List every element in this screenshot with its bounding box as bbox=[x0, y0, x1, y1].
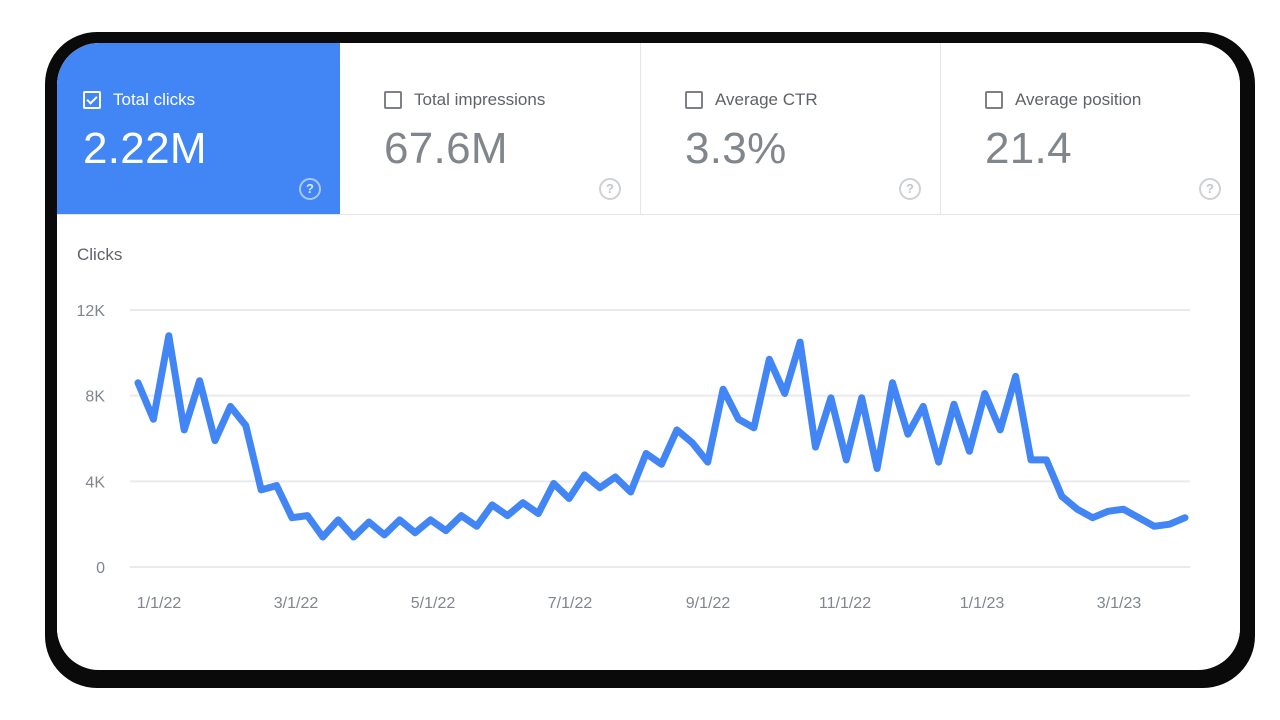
chart-title: Clicks bbox=[77, 245, 123, 264]
x-axis-tick-label: 11/1/22 bbox=[819, 595, 871, 612]
y-axis-tick-label: 4K bbox=[85, 474, 105, 491]
clicks-line-chart: 12K 8K 4K 0 1/1/22 3/1/22 5/1/22 7/1/22 9/1/22 11… bbox=[77, 303, 1190, 612]
x-axis-tick-label: 7/1/22 bbox=[548, 595, 593, 612]
help-icon[interactable]: ? bbox=[1199, 178, 1221, 200]
metric-card-average-ctr[interactable]: Average CTR 3.3% ? bbox=[640, 43, 940, 214]
metric-card-total-impressions[interactable]: Total impressions 67.6M ? bbox=[340, 43, 640, 214]
metric-card-header: Average CTR bbox=[685, 90, 940, 110]
search-console-performance-panel: Total clicks 2.22M ? Total impressions 6… bbox=[57, 43, 1240, 670]
checkbox-unchecked-icon[interactable] bbox=[685, 91, 703, 109]
clicks-chart: Clicks 12K 8K 4K 0 1/1/22 3/1/22 5/1/22 7/1/22 9… bbox=[57, 215, 1240, 669]
metric-card-average-position[interactable]: Average position 21.4 ? bbox=[940, 43, 1240, 214]
y-axis-tick-label: 0 bbox=[96, 560, 105, 577]
help-icon[interactable]: ? bbox=[299, 178, 321, 200]
metric-label: Average CTR bbox=[715, 90, 818, 109]
checkbox-unchecked-icon[interactable] bbox=[985, 91, 1003, 109]
x-axis-tick-label: 1/1/22 bbox=[137, 595, 182, 612]
checkbox-checked-icon[interactable] bbox=[83, 91, 101, 109]
x-axis-tick-label: 3/1/23 bbox=[1097, 595, 1142, 612]
metric-value: 67.6M bbox=[384, 124, 508, 173]
metric-card-header: Average position bbox=[985, 90, 1240, 110]
y-axis-tick-label: 8K bbox=[85, 389, 105, 406]
metric-value: 2.22M bbox=[83, 124, 207, 173]
checkbox-unchecked-icon[interactable] bbox=[384, 91, 402, 109]
y-axis-tick-label: 12K bbox=[77, 303, 106, 320]
help-icon[interactable]: ? bbox=[599, 178, 621, 200]
metrics-row: Total clicks 2.22M ? Total impressions 6… bbox=[57, 43, 1240, 215]
metric-label: Total clicks bbox=[113, 90, 196, 109]
x-axis-tick-label: 3/1/22 bbox=[274, 595, 319, 612]
device-frame: Total clicks 2.22M ? Total impressions 6… bbox=[45, 32, 1255, 688]
metric-card-header: Total clicks bbox=[83, 90, 340, 110]
metric-label: Average position bbox=[1015, 90, 1142, 109]
metric-label: Total impressions bbox=[414, 90, 546, 109]
help-icon[interactable]: ? bbox=[899, 178, 921, 200]
clicks-series-line bbox=[134, 332, 1189, 541]
x-axis-tick-label: 1/1/23 bbox=[960, 595, 1005, 612]
metric-value: 3.3% bbox=[685, 124, 787, 173]
x-axis-tick-label: 9/1/22 bbox=[686, 595, 731, 612]
x-axis-tick-label: 5/1/22 bbox=[411, 595, 456, 612]
metric-card-header: Total impressions bbox=[384, 90, 640, 110]
metric-value: 21.4 bbox=[985, 124, 1072, 173]
metric-card-total-clicks[interactable]: Total clicks 2.22M ? bbox=[57, 43, 340, 214]
